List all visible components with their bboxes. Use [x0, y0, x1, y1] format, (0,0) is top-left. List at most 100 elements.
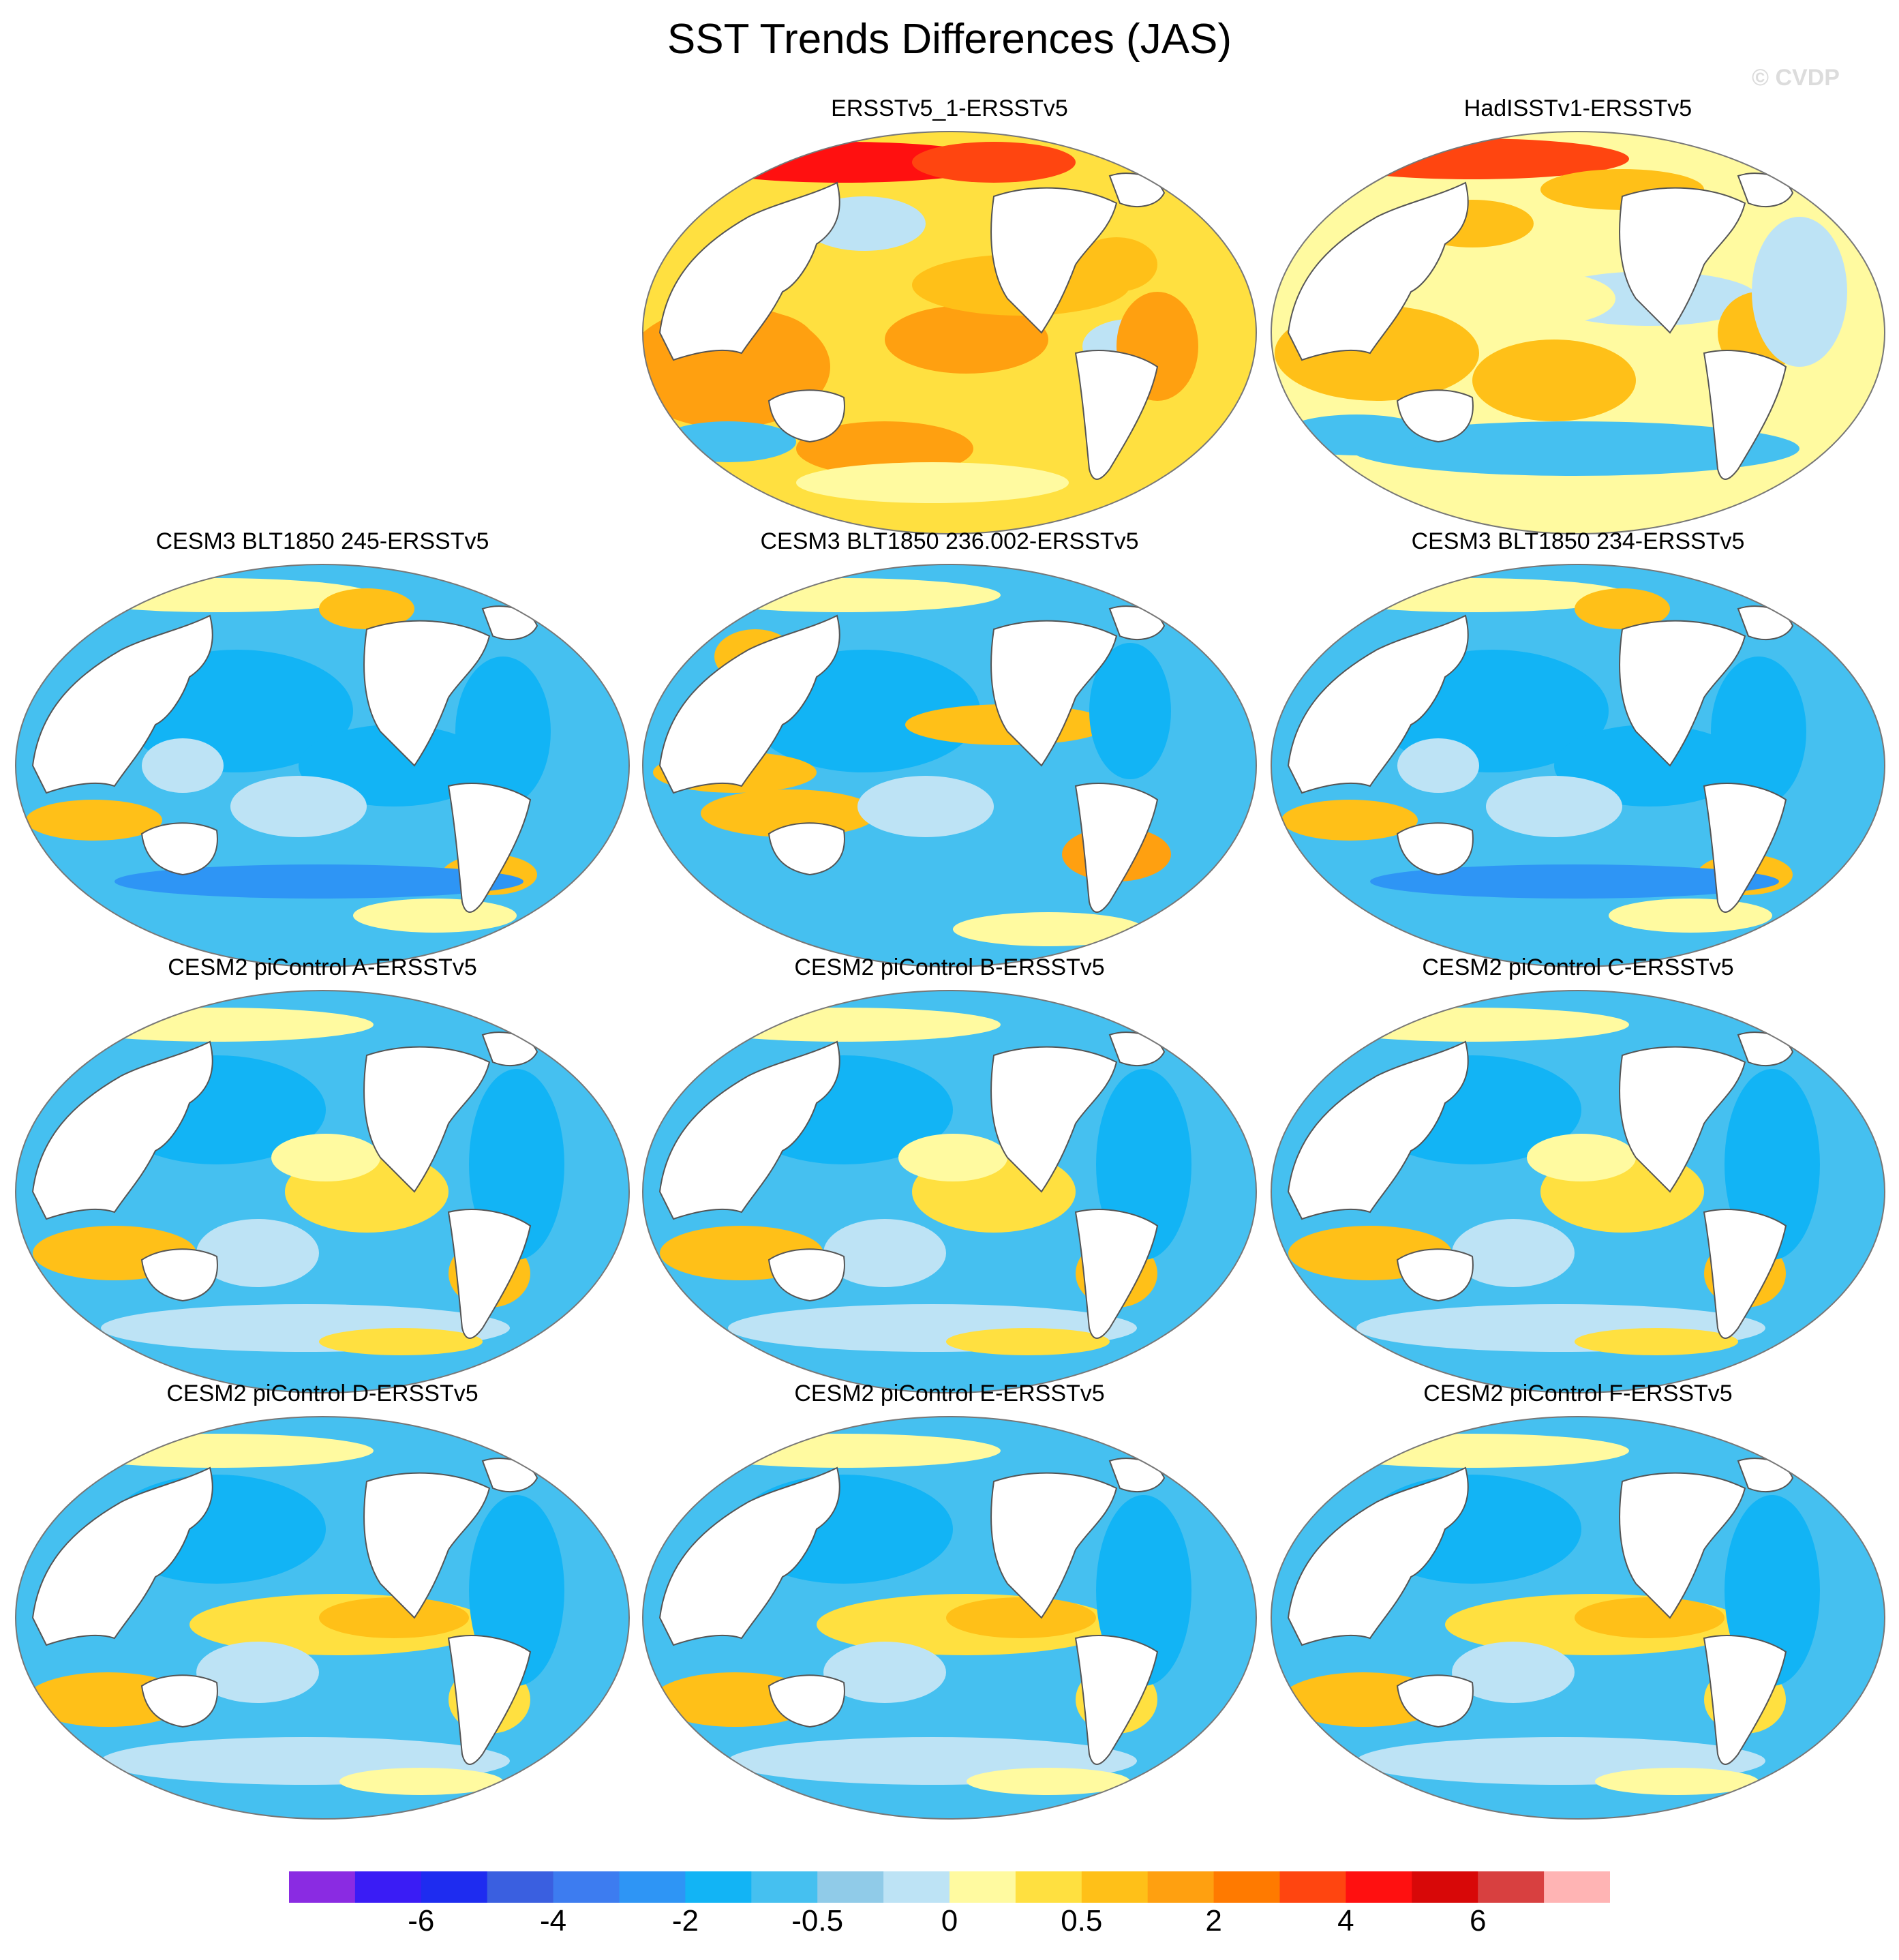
map-border — [15, 1416, 630, 1820]
continent-outline — [990, 620, 1118, 767]
colorbar-swatch — [883, 1871, 950, 1903]
sst-anomaly-region — [353, 899, 517, 933]
colorbar — [289, 1871, 1610, 1903]
panel-title: HadISSTv1-ERSSTv5 — [1463, 95, 1692, 121]
continent-outline — [1703, 1209, 1787, 1339]
colorbar-swatch — [289, 1871, 356, 1903]
sst-map — [1271, 1416, 1885, 1820]
sst-anomaly-region — [1752, 217, 1847, 367]
colorbar-swatch — [950, 1871, 1016, 1903]
map-panel: ERSSTv5_1-ERSSTv5 — [639, 95, 1260, 545]
colorbar-swatch — [1412, 1871, 1478, 1903]
colorbar-swatch — [619, 1871, 686, 1903]
sst-anomaly-region — [796, 462, 1069, 503]
continent-outline — [1287, 1040, 1469, 1220]
sst-map — [1271, 564, 1885, 967]
sst-anomaly-region — [1316, 1008, 1629, 1042]
continent-outline — [1287, 614, 1469, 794]
continent-outline — [481, 1458, 538, 1492]
map-panel: CESM3 BLT1850 234-ERSSTv5 — [1268, 528, 1888, 978]
map-panel: CESM3 BLT1850 236.002-ERSSTv5 — [639, 528, 1260, 978]
continent-outline — [1108, 1458, 1166, 1492]
map-panel: CESM3 BLT1850 245-ERSSTv5 — [12, 528, 633, 978]
colorbar-tick-label: 2 — [1205, 1904, 1222, 1938]
sst-anomaly-region — [1089, 643, 1171, 779]
panel-title: CESM2 piControl F-ERSSTv5 — [1423, 1381, 1733, 1406]
map-border — [642, 564, 1257, 967]
panel-title: CESM2 piControl C-ERSSTv5 — [1422, 954, 1734, 980]
colorbar-swatch — [1544, 1871, 1610, 1903]
sst-anomaly-region — [1076, 237, 1157, 292]
sst-anomaly-region — [60, 1008, 374, 1042]
map-border — [15, 990, 630, 1393]
colorbar-swatch — [1015, 1871, 1082, 1903]
continent-outline — [768, 389, 845, 443]
continent-outline — [481, 605, 538, 640]
sst-anomaly-region — [319, 1597, 469, 1638]
sst-anomaly-region — [319, 1328, 483, 1355]
colorbar-swatch — [817, 1871, 884, 1903]
map-panel: CESM2 piControl F-ERSSTv5 — [1268, 1381, 1888, 1830]
sst-anomaly-region — [967, 1768, 1130, 1795]
continent-outline — [1619, 620, 1746, 767]
sst-anomaly-region — [1452, 1642, 1575, 1703]
continent-outline — [1108, 605, 1166, 640]
continent-outline — [447, 1635, 532, 1765]
colorbar-swatch — [421, 1871, 488, 1903]
continent-outline — [658, 181, 840, 361]
colorbar-swatch — [553, 1871, 620, 1903]
colorbar-tick-label: -4 — [540, 1904, 567, 1938]
continent-outline — [31, 1466, 213, 1646]
sst-anomaly-region — [1281, 800, 1418, 841]
sst-anomaly-region — [1452, 1219, 1575, 1287]
sst-anomaly-region — [946, 1597, 1096, 1638]
map-panel: CESM2 piControl C-ERSSTv5 — [1268, 954, 1888, 1404]
continent-outline — [990, 1472, 1118, 1619]
continent-outline — [768, 1248, 845, 1302]
continent-outline — [1287, 181, 1469, 361]
continent-outline — [1074, 1635, 1159, 1765]
colorbar-swatch — [1279, 1871, 1346, 1903]
figure-title: SST Trends Differences (JAS) — [667, 16, 1232, 63]
continent-outline — [1396, 1248, 1474, 1302]
continent-outline — [1396, 389, 1474, 443]
continent-outline — [1619, 1046, 1746, 1193]
sst-anomaly-region — [1370, 864, 1779, 899]
sst-map — [642, 131, 1257, 534]
continent-outline — [1074, 783, 1159, 913]
sst-anomaly-region — [196, 1219, 319, 1287]
sst-anomaly-region — [953, 912, 1144, 946]
sst-anomaly-region — [26, 800, 162, 841]
colorbar-tick-label: 6 — [1469, 1904, 1487, 1938]
continent-outline — [768, 1674, 845, 1728]
sst-anomaly-region — [1527, 1134, 1636, 1181]
sst-anomaly-region — [319, 588, 414, 629]
panel-title: CESM3 BLT1850 236.002-ERSSTv5 — [760, 528, 1139, 554]
continent-outline — [658, 1466, 840, 1646]
map-border — [15, 564, 630, 967]
colorbar-tick-label: 0 — [941, 1904, 958, 1938]
continent-outline — [1737, 605, 1794, 640]
panel-title: CESM2 piControl A-ERSSTv5 — [168, 954, 477, 980]
continent-outline — [363, 1046, 491, 1193]
continent-outline — [1108, 1031, 1166, 1066]
sst-anomaly-region — [1609, 899, 1772, 933]
continent-outline — [1737, 172, 1794, 207]
continent-outline — [990, 1046, 1118, 1193]
sst-map — [1271, 131, 1885, 534]
continent-outline — [1074, 350, 1159, 480]
sst-anomaly-region — [1575, 1597, 1725, 1638]
sst-anomaly-region — [1486, 776, 1622, 837]
sst-anomaly-region — [1711, 657, 1806, 806]
sst-anomaly-region — [660, 421, 796, 462]
continent-outline — [1396, 822, 1474, 876]
continent-outline — [1703, 350, 1787, 480]
continent-outline — [1108, 172, 1166, 207]
continent-outline — [363, 1472, 491, 1619]
continent-outline — [1703, 783, 1787, 913]
sst-anomaly-region — [857, 776, 994, 837]
colorbar-swatch — [1346, 1871, 1412, 1903]
continent-outline — [768, 822, 845, 876]
colorbar-tick-label: 4 — [1337, 1904, 1354, 1938]
colorbar-swatch — [1147, 1871, 1215, 1903]
